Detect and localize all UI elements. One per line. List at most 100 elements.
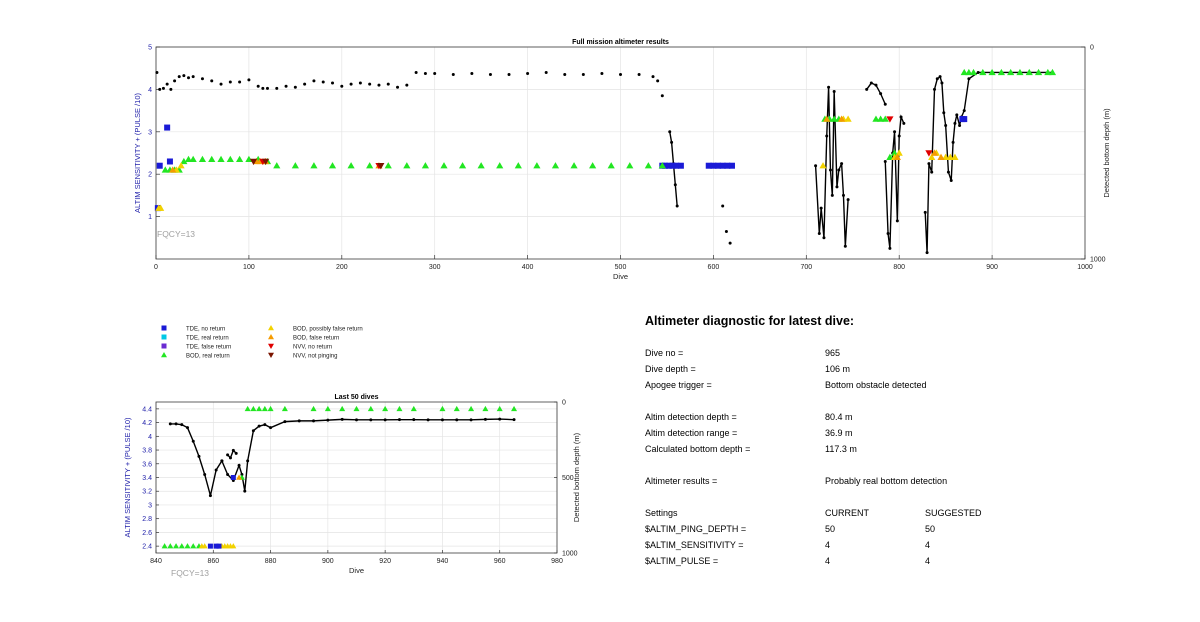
bod-real-return-marker: [396, 405, 403, 412]
bod-real-return-marker: [410, 405, 417, 412]
settings-label: $ALTIM_SENSITIVITY =: [645, 540, 744, 550]
x-tick-label: 880: [265, 558, 277, 565]
x-tick-label: 900: [322, 558, 334, 565]
tde-no-return-marker: [216, 543, 222, 549]
depth-point: [526, 72, 530, 75]
x-tick-label: 860: [207, 558, 219, 565]
diagnostic-label: Dive depth =: [645, 364, 696, 374]
depth-point: [440, 418, 444, 422]
depth-point: [724, 229, 728, 233]
depth-point: [949, 179, 953, 183]
bod-real-return-marker: [167, 543, 174, 549]
bod-real-return-marker: [496, 162, 504, 169]
bod-real-return-marker: [965, 68, 973, 76]
depth-point: [728, 241, 732, 245]
depth-point: [670, 140, 674, 144]
bod-real-return-marker: [1044, 68, 1052, 76]
depth-point: [958, 123, 962, 127]
x-tick-label: 400: [522, 264, 534, 271]
bod-real-return-marker: [261, 405, 268, 412]
depth-point: [191, 439, 195, 443]
legend-marker: [268, 343, 274, 349]
depth-point: [651, 75, 655, 79]
y-tick-label: 3.2: [142, 489, 152, 496]
depth-point: [265, 86, 269, 90]
depth-point: [246, 459, 250, 463]
depth-point: [825, 134, 829, 138]
bod-real-return-marker: [877, 115, 885, 122]
depth-point: [257, 424, 261, 428]
bod-possibly-false-marker: [230, 543, 237, 549]
depth-point: [174, 422, 178, 426]
depth-series-line: [227, 449, 237, 460]
legend-label: NVV, not pinging: [293, 354, 337, 360]
settings-current-value: 4: [825, 556, 831, 566]
depth-point: [340, 417, 344, 421]
depth-point: [358, 81, 362, 85]
diagnostic-value: 965: [825, 348, 841, 358]
bod-real-return-marker: [198, 155, 207, 163]
bod-real-return-marker: [161, 166, 169, 173]
depth-point: [967, 77, 971, 81]
y-tick-label: 4: [148, 87, 152, 94]
depth-point: [879, 92, 883, 96]
tde-no-return-marker: [669, 162, 676, 169]
depth-point: [243, 489, 247, 493]
depth-point: [827, 85, 831, 89]
bod-real-return-marker: [367, 405, 374, 412]
depth-point: [933, 87, 937, 91]
settings-current-header: CURRENT: [825, 508, 869, 518]
depth-point: [902, 121, 906, 125]
y-tick-label: 4.4: [142, 406, 152, 413]
depth-point: [927, 162, 931, 166]
depth-point: [238, 80, 242, 84]
depth-point: [275, 86, 279, 90]
diagnostic-value: 106 m: [825, 364, 851, 374]
bod-real-return-marker: [382, 405, 389, 412]
tde-no-return-marker: [662, 162, 669, 169]
bod-real-return-marker: [482, 405, 489, 412]
bod-real-return-marker: [384, 162, 392, 169]
depth-point: [469, 418, 473, 422]
depth-point: [600, 72, 604, 75]
depth-point: [832, 90, 836, 94]
bod-real-return-marker: [324, 405, 331, 412]
depth-point: [191, 75, 195, 79]
x-tick-label: 840: [150, 558, 162, 565]
depth-point: [828, 168, 832, 172]
depth-point: [819, 206, 823, 210]
bod-real-return-marker: [533, 162, 541, 169]
legend-label: BOD, possibly false return: [293, 327, 363, 333]
y-tick-label: 3.4: [142, 475, 152, 482]
bod-real-return-marker: [173, 543, 180, 549]
depth-point: [962, 109, 966, 113]
depth-point: [895, 219, 899, 223]
depth-point: [656, 79, 660, 83]
x-tick-label: 0: [154, 264, 158, 271]
settings-suggested-header: SUGGESTED: [925, 508, 982, 518]
bod-real-return-marker: [658, 162, 666, 169]
depth-point: [451, 73, 455, 77]
tde-no-return-marker: [166, 158, 173, 165]
depth-point: [396, 85, 400, 89]
full-mission-chart: 0 100 200 300 400 500 600 700 800 900 1000 1 2 3 4 5 0 10…: [133, 39, 1111, 281]
bod-real-return-marker: [626, 162, 634, 169]
bod-real-return-marker: [589, 162, 597, 169]
depth-point: [405, 83, 409, 87]
bod-false-return-marker: [937, 153, 945, 160]
x-tick-label: 100: [243, 264, 255, 271]
legend-marker: [161, 325, 167, 331]
tde-no-return-marker: [230, 475, 236, 480]
bod-possibly-false-marker: [895, 149, 903, 156]
depth-point: [883, 102, 887, 106]
depth-point: [837, 168, 841, 172]
depth-point: [228, 80, 232, 84]
tde-no-return-marker: [207, 543, 213, 549]
bod-possibly-false-marker: [928, 153, 936, 160]
nvv-no-return-marker: [925, 150, 933, 157]
bod-real-return-marker: [189, 155, 197, 163]
y2-tick-label: 1000: [562, 551, 578, 558]
depth-point: [935, 77, 939, 81]
depth-point: [312, 419, 316, 423]
depth-point: [835, 185, 839, 189]
